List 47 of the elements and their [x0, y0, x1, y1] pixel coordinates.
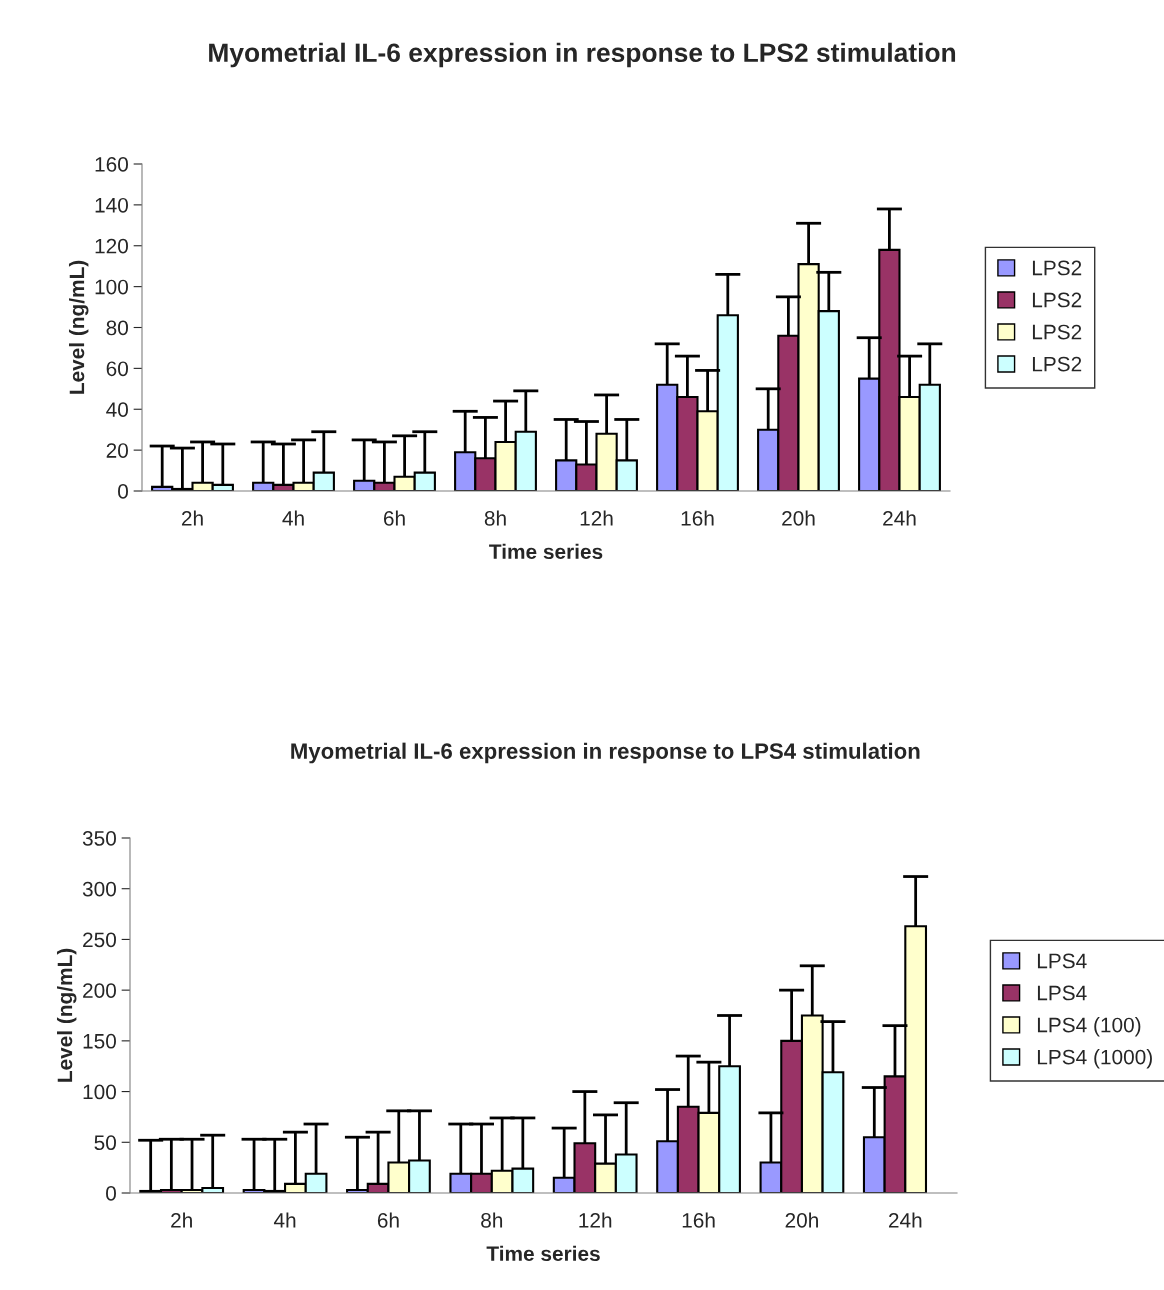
x-tick-label: 16h [681, 510, 714, 526]
y-axis-title: Level (ng/mL) [68, 260, 89, 394]
y-tick-label: 200 [83, 983, 116, 998]
x-tick-label: 4h [273, 1212, 296, 1228]
y-tick-label: 50 [94, 1135, 116, 1151]
legend-label: LPS4 (100) [1037, 1017, 1141, 1037]
y-tick-label: 120 [95, 238, 128, 254]
legend-label: LPS2 [1032, 324, 1082, 340]
y-axis-title: Level (ng/mL) [56, 948, 77, 1082]
y-tick-label: 300 [82, 881, 116, 897]
y-tick-label: 60 [106, 361, 128, 377]
x-tick-label: 20h [782, 510, 815, 526]
chart-title: Myometrial IL-6 expression in response to LPS2 stimulation [209, 42, 956, 68]
x-tick-label: 24h [888, 1212, 922, 1228]
x-tick-label: 16h [682, 1212, 715, 1228]
x-tick-label: 4h [282, 510, 304, 526]
x-tick-label: 12h [580, 510, 613, 526]
legend-label: LPS4 [1037, 985, 1087, 1001]
legend-label: LPS4 [1037, 953, 1087, 969]
x-tick-label: 2h [181, 510, 203, 526]
legend-label: LPS2 [1032, 260, 1082, 276]
y-tick-label: 350 [82, 831, 116, 846]
x-tick-label: 12h [579, 1212, 612, 1228]
y-tick-label: 0 [106, 1186, 116, 1201]
y-tick-label: 250 [83, 932, 116, 948]
legend-label: LPS4 (1000) [1037, 1049, 1152, 1069]
x-tick-label: 6h [383, 510, 405, 526]
y-tick-label: 140 [95, 197, 128, 213]
legend-label: LPS2 [1032, 356, 1082, 372]
x-tick-label: 8h [481, 1212, 503, 1228]
y-tick-label: 100 [95, 279, 128, 295]
chart-title: Myometrial IL-6 expression in response to LPS4 stimulation [291, 742, 920, 764]
x-tick-label: 24h [883, 510, 916, 526]
x-tick-label: 2h [171, 1212, 192, 1228]
y-tick-label: 160 [95, 157, 128, 172]
y-tick-label: 40 [106, 402, 128, 417]
x-tick-label: 20h [785, 1212, 818, 1228]
y-tick-label: 150 [83, 1033, 116, 1049]
x-tick-label: 8h [484, 510, 506, 526]
x-axis-title: Time series [486, 1245, 600, 1262]
y-tick-label: 0 [118, 484, 128, 499]
y-tick-label: 80 [106, 320, 128, 336]
y-tick-label: 20 [106, 443, 128, 458]
legend-label: LPS2 [1032, 292, 1082, 308]
y-tick-label: 100 [83, 1084, 116, 1100]
x-tick-label: 6h [377, 1212, 399, 1228]
x-axis-title: Time series [489, 543, 603, 560]
